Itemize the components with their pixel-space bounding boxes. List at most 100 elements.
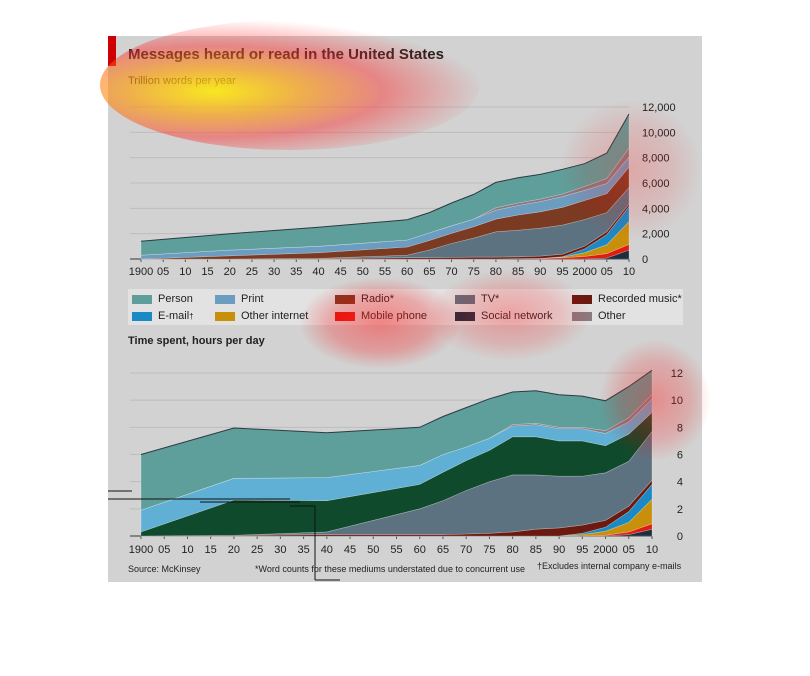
x-tick-label: 60: [414, 544, 426, 556]
legend-item-person: Person: [132, 293, 193, 305]
x-tick-label: 10: [179, 266, 191, 278]
x-tick-label: 50: [367, 544, 379, 556]
legend-swatch: [132, 294, 152, 304]
x-tick-label: 2000: [593, 544, 617, 556]
total-outline: [140, 113, 630, 242]
area-other: [140, 147, 630, 256]
x-tick-label: 65: [423, 266, 435, 278]
y-tick-label: 10,000: [642, 127, 676, 139]
x-tick-label: 40: [312, 266, 324, 278]
x-tick-label: 25: [246, 266, 258, 278]
x-tick-label: 1900: [129, 544, 153, 556]
legend-swatch: [572, 294, 592, 304]
legend-dagger: †: [189, 311, 194, 321]
legend-label: TV*: [481, 293, 500, 305]
legend-item-tv: TV*: [455, 293, 499, 305]
legend-label: Radio*: [361, 293, 395, 305]
x-tick-label: 45: [344, 544, 356, 556]
area-print: [140, 156, 630, 260]
legend-label: Other internet: [241, 310, 309, 322]
x-tick-label: 10: [646, 544, 658, 556]
x-tick-label: 30: [274, 544, 286, 556]
y-tick-label: 12,000: [642, 102, 676, 114]
x-tick-label: 95: [556, 266, 568, 278]
legend-swatch: [335, 311, 355, 321]
x-tick-label: 85: [512, 266, 524, 278]
x-tick-label: 25: [251, 544, 263, 556]
legend-label: E-mail: [158, 310, 190, 322]
x-tick-label: 80: [490, 266, 502, 278]
total-outline: [140, 369, 653, 455]
y-tick-label: 8,000: [642, 153, 670, 165]
legend-label: Recorded music*: [598, 293, 682, 305]
legend-swatch: [455, 294, 475, 304]
x-tick-label: 40: [321, 544, 333, 556]
legend-label: Person: [158, 293, 193, 305]
y-tick-label: 10: [671, 395, 683, 407]
x-tick-label: 70: [445, 266, 457, 278]
x-tick-label: 45: [335, 266, 347, 278]
y-tick-label: 8: [677, 422, 683, 434]
x-tick-label: 05: [623, 544, 635, 556]
x-tick-label: 30: [268, 266, 280, 278]
x-tick-label: 35: [297, 544, 309, 556]
x-tick-label: 70: [460, 544, 472, 556]
x-tick-label: 95: [576, 544, 588, 556]
bottom-chart-unit-label: Time spent, hours per day: [128, 335, 265, 347]
x-tick-label: 10: [181, 544, 193, 556]
legend-item-mobile-phone: Mobile phone: [335, 310, 427, 322]
legend-swatch: [572, 311, 592, 321]
x-tick-label: 2000: [572, 266, 596, 278]
x-tick-label: 15: [205, 544, 217, 556]
y-tick-label: 4: [677, 477, 683, 489]
area-radio: [140, 166, 630, 260]
legend-item-other: Other: [572, 310, 626, 322]
legend-item-print: Print: [215, 293, 264, 305]
x-tick-label: 05: [157, 266, 169, 278]
y-tick-label: 4,000: [642, 203, 670, 215]
x-tick-label: 55: [390, 544, 402, 556]
area-tv: [141, 186, 630, 260]
x-tick-label: 90: [553, 544, 565, 556]
y-tick-label: 6,000: [642, 178, 670, 190]
legend-swatch: [335, 294, 355, 304]
legend-swatch: [215, 294, 235, 304]
x-tick-label: 20: [228, 544, 240, 556]
x-tick-label: 20: [224, 266, 236, 278]
x-tick-label: 75: [483, 544, 495, 556]
x-tick-label: 85: [530, 544, 542, 556]
x-tick-label: 80: [507, 544, 519, 556]
x-tick-label: 05: [601, 266, 613, 278]
legend-label: Other: [598, 310, 626, 322]
x-tick-label: 55: [379, 266, 391, 278]
x-tick-label: 10: [623, 266, 635, 278]
x-tick-label: 75: [468, 266, 480, 278]
legend-label: Social network: [481, 310, 553, 322]
legend-swatch: [215, 311, 235, 321]
y-tick-label: 12: [671, 368, 683, 380]
source-note: Source: McKinsey: [128, 564, 201, 574]
footnote-dagger: †Excludes internal company e-mails: [537, 561, 682, 571]
legend-label: Print: [241, 293, 264, 305]
legend-item-radio: Radio*: [335, 293, 394, 305]
y-tick-label: 0: [642, 254, 648, 266]
x-tick-label: 15: [201, 266, 213, 278]
legend-item-recorded-music: Recorded music*: [572, 293, 682, 305]
x-tick-label: 35: [290, 266, 302, 278]
legend-item-other-internet: Other internet: [215, 310, 308, 322]
y-tick-label: 2,000: [642, 229, 670, 241]
x-tick-label: 1900: [129, 266, 153, 278]
legend: Person Print Radio* TV* Recorded music* …: [128, 289, 683, 325]
x-tick-label: 90: [534, 266, 546, 278]
x-tick-label: 65: [437, 544, 449, 556]
legend-item-email: E-mail †: [132, 310, 194, 322]
legend-label: Mobile phone: [361, 310, 428, 322]
x-tick-label: 05: [158, 544, 170, 556]
y-tick-label: 6: [677, 450, 683, 462]
footnote-star: *Word counts for these mediums understat…: [255, 564, 525, 574]
y-tick-label: 0: [677, 531, 683, 543]
legend-swatch: [455, 311, 475, 321]
legend-item-social-network: Social network: [455, 310, 553, 322]
legend-swatch: [132, 311, 152, 321]
